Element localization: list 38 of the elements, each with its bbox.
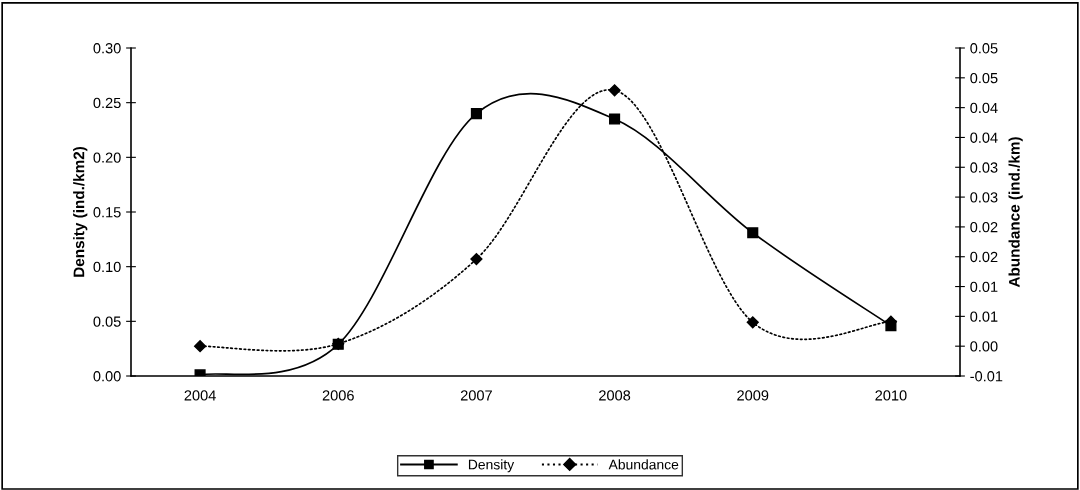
y2-tick-label: -0.01 xyxy=(970,371,1003,382)
point xyxy=(470,253,483,266)
legend-label: Abundance xyxy=(608,459,679,470)
y2-tick-label: 0.04 xyxy=(970,102,998,114)
y2-tick-label: 0.03 xyxy=(970,162,998,173)
y-tick-label: 0.20 xyxy=(93,152,121,163)
point xyxy=(609,113,621,125)
point xyxy=(608,84,621,97)
x-tick-label: 2007 xyxy=(460,390,492,401)
y-tick-label: 0.10 xyxy=(93,261,121,273)
y-tick-label: 0.25 xyxy=(93,97,121,109)
x-tick-label: 2010 xyxy=(875,390,907,401)
y2-tick-label: 0.01 xyxy=(970,281,998,292)
legend-label: Density xyxy=(468,459,515,473)
y2-tick-label: 0.02 xyxy=(970,222,998,233)
x-tick-label: 2004 xyxy=(184,390,216,401)
y2-tick-label: 0.00 xyxy=(970,341,998,352)
point xyxy=(332,338,344,350)
point xyxy=(470,108,482,120)
y2-tick-label: 0.03 xyxy=(970,192,998,203)
y2-tick-label: 0.02 xyxy=(970,251,998,263)
y-tick-label: 0.05 xyxy=(93,316,121,327)
x-tick-label: 2009 xyxy=(737,390,769,401)
x-tick-label: 2008 xyxy=(599,390,631,401)
y2-tick-label: 0.01 xyxy=(970,311,998,322)
y-axis-title: Density (ind./km2) xyxy=(73,146,88,277)
y2-tick-label: 0.05 xyxy=(970,43,998,54)
point xyxy=(885,320,897,332)
y2-tick-label: 0.04 xyxy=(970,132,998,143)
y2-tick-label: 0.05 xyxy=(970,72,998,84)
y-tick-label: 0.00 xyxy=(93,371,121,382)
y-tick-label: 0.30 xyxy=(93,43,121,54)
y2-axis-title: Abundance (ind./km) xyxy=(1008,137,1023,288)
point xyxy=(746,316,759,329)
point xyxy=(747,227,759,239)
x-tick-label: 2006 xyxy=(322,390,354,401)
point xyxy=(193,340,207,353)
y-tick-label: 0.15 xyxy=(93,207,121,218)
